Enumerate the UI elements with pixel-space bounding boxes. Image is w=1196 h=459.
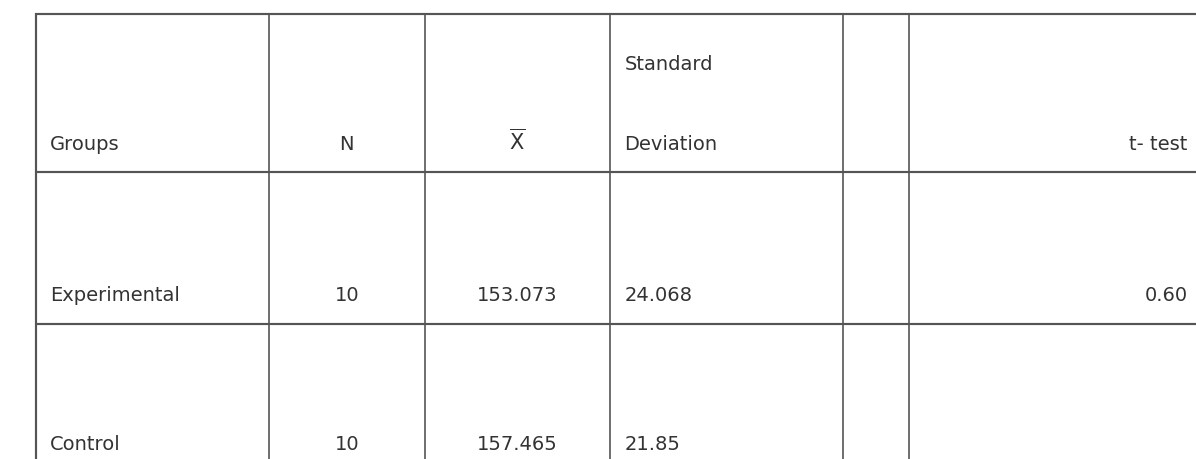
Text: $\overline{\mathrm{X}}$: $\overline{\mathrm{X}}$	[509, 129, 525, 154]
Text: 153.073: 153.073	[477, 286, 557, 305]
Text: 21.85: 21.85	[624, 436, 681, 454]
Text: 10: 10	[335, 286, 359, 305]
Text: Control: Control	[50, 436, 121, 454]
Text: t- test: t- test	[1129, 135, 1188, 154]
Text: 10: 10	[335, 436, 359, 454]
Text: Deviation: Deviation	[624, 135, 718, 154]
Text: N: N	[340, 135, 354, 154]
Text: 0.60: 0.60	[1145, 286, 1188, 305]
Text: 24.068: 24.068	[624, 286, 692, 305]
Text: Standard: Standard	[624, 55, 713, 74]
Text: Experimental: Experimental	[50, 286, 181, 305]
Text: Groups: Groups	[50, 135, 120, 154]
Text: 157.465: 157.465	[477, 436, 557, 454]
